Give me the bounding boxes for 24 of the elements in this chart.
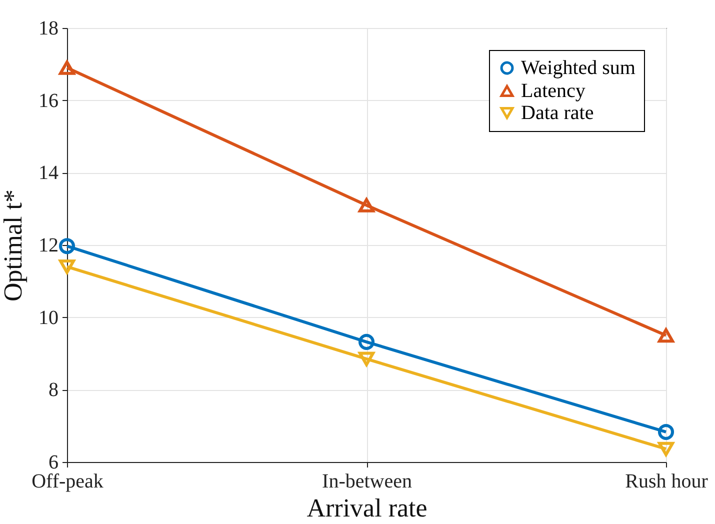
legend-label: Data rate <box>521 102 594 124</box>
x-tick-label: Off-peak <box>32 470 104 492</box>
point <box>58 260 76 274</box>
point <box>358 334 375 350</box>
point <box>58 238 76 254</box>
point <box>358 352 375 366</box>
y-tick-label: 14 <box>38 162 58 184</box>
legend-label: Weighted sum <box>521 57 636 79</box>
legend-label: Latency <box>521 80 586 102</box>
y-tick-label: 16 <box>38 90 58 112</box>
point <box>58 60 76 75</box>
y-tick-label: 6 <box>48 452 58 474</box>
point <box>358 198 375 212</box>
y-tick-label: 8 <box>48 379 58 402</box>
point <box>658 328 674 343</box>
x-tick-label: In-between <box>322 470 412 492</box>
y-tick-label: 12 <box>38 234 58 256</box>
point <box>658 424 674 440</box>
y-tick-label: 18 <box>38 18 58 40</box>
point <box>658 442 674 456</box>
y-axis-title: Optimal t* <box>0 190 28 302</box>
x-tick-label: Rush hour <box>625 470 708 492</box>
y-tick-label: 10 <box>38 306 58 329</box>
x-axis-title: Arrival rate <box>306 494 428 522</box>
